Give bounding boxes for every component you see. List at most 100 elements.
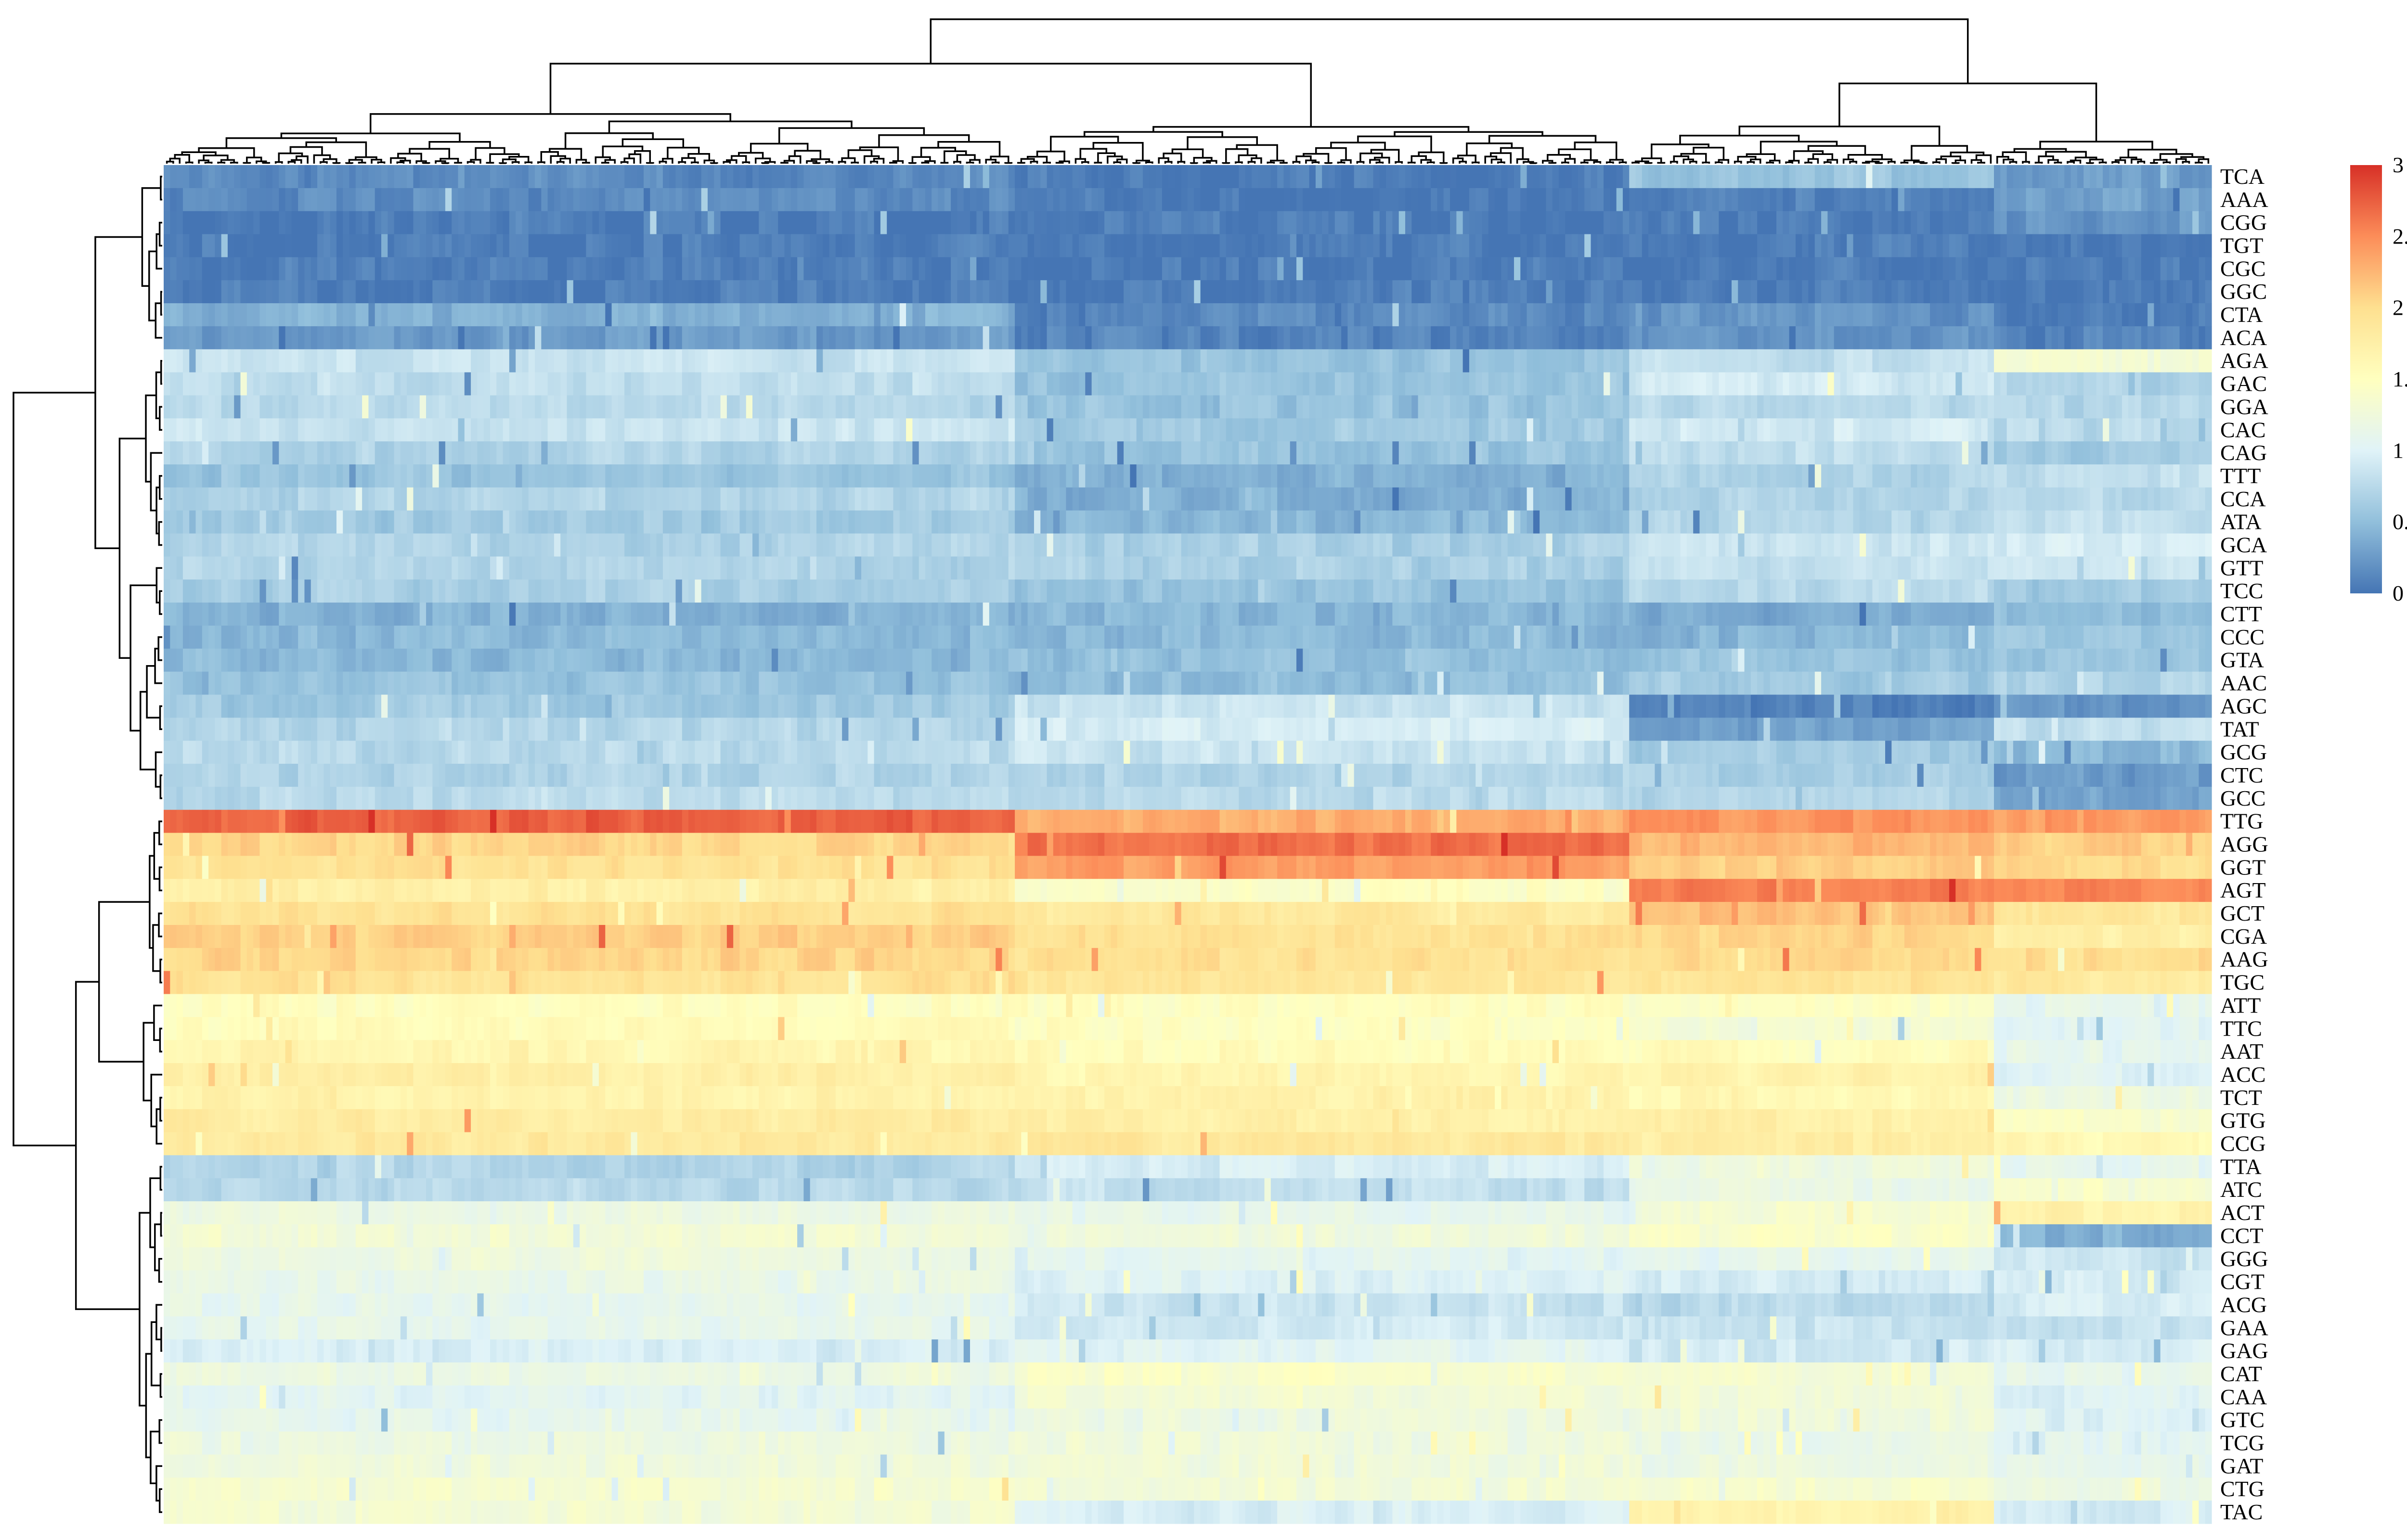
heatmap-cell bbox=[1878, 165, 1886, 189]
heatmap-cell bbox=[1482, 188, 1489, 212]
heatmap-cell bbox=[464, 165, 471, 189]
heatmap-cell bbox=[2000, 441, 2007, 465]
heatmap-cell bbox=[1546, 372, 1553, 396]
heatmap-cell bbox=[394, 280, 401, 304]
heatmap-cell bbox=[938, 372, 945, 396]
heatmap-cell bbox=[1431, 372, 1438, 396]
heatmap-cell bbox=[656, 372, 663, 396]
heatmap-cell bbox=[1251, 395, 1258, 419]
heatmap-cell bbox=[803, 165, 811, 189]
heatmap-cell bbox=[164, 280, 170, 304]
heatmap-cell bbox=[1469, 441, 1476, 465]
heatmap-cell bbox=[2179, 280, 2187, 304]
heatmap-cell bbox=[925, 326, 939, 350]
heatmap-cell bbox=[1418, 464, 1425, 488]
heatmap-cell bbox=[1731, 165, 1738, 189]
dendrogram-branch bbox=[1760, 141, 1838, 154]
heatmap-cell bbox=[1245, 188, 1284, 212]
heatmap-cell bbox=[1942, 487, 1950, 511]
heatmap-cell bbox=[246, 188, 260, 212]
heatmap-cell bbox=[1091, 418, 1099, 442]
heatmap-cell bbox=[720, 395, 727, 419]
heatmap-cell bbox=[2039, 418, 2045, 442]
heatmap-cell bbox=[2115, 326, 2122, 350]
heatmap-cell bbox=[1091, 372, 1099, 396]
heatmap-cell bbox=[2032, 326, 2045, 350]
heatmap-cell bbox=[605, 326, 612, 350]
heatmap-cell bbox=[1968, 418, 1975, 442]
heatmap-cell bbox=[2122, 441, 2129, 465]
heatmap-cell bbox=[2090, 165, 2097, 189]
heatmap-cell bbox=[253, 349, 260, 373]
heatmap-cell bbox=[1168, 441, 1176, 465]
heatmap-cell bbox=[2199, 487, 2206, 511]
heatmap-cell bbox=[2166, 395, 2174, 419]
heatmap-cell bbox=[919, 188, 926, 212]
heatmap-cell bbox=[695, 349, 702, 373]
heatmap-cell bbox=[1379, 372, 1386, 396]
heatmap-cell bbox=[2199, 326, 2206, 350]
heatmap-cell bbox=[272, 326, 279, 350]
heatmap-cell bbox=[176, 303, 183, 327]
heatmap-cell bbox=[1635, 303, 1643, 327]
heatmap-cell bbox=[2109, 464, 2116, 488]
heatmap-cell bbox=[1098, 188, 1105, 212]
heatmap-cell bbox=[1885, 441, 1892, 465]
heatmap-cell bbox=[611, 326, 619, 350]
heatmap-cell bbox=[765, 487, 772, 511]
heatmap-cell bbox=[1757, 487, 1764, 511]
heatmap-cell bbox=[714, 510, 721, 534]
heatmap-cell bbox=[1533, 303, 1540, 327]
heatmap-cell bbox=[605, 303, 612, 327]
heatmap-cell bbox=[1495, 349, 1514, 373]
heatmap-cell bbox=[944, 188, 951, 212]
heatmap-cell bbox=[1495, 303, 1501, 327]
heatmap-cell bbox=[1200, 441, 1207, 465]
heatmap-cell bbox=[2064, 303, 2071, 327]
heatmap-cell bbox=[714, 395, 721, 419]
heatmap-cell bbox=[707, 418, 714, 442]
heatmap-cell bbox=[1347, 418, 1355, 442]
heatmap-cell bbox=[1693, 464, 1700, 488]
heatmap-cell bbox=[1757, 418, 1764, 442]
heatmap-cell bbox=[1968, 303, 1975, 327]
heatmap-cell bbox=[1034, 510, 1041, 534]
heatmap-cell bbox=[1533, 487, 1540, 511]
heatmap-cell bbox=[1674, 257, 1681, 281]
heatmap-cell bbox=[1840, 303, 1847, 327]
heatmap-cell bbox=[272, 418, 279, 442]
heatmap-cell bbox=[1847, 349, 1854, 373]
heatmap-cell bbox=[912, 464, 919, 488]
heatmap-cell bbox=[547, 441, 555, 465]
heatmap-cell bbox=[983, 326, 990, 350]
heatmap-cell bbox=[1610, 280, 1617, 304]
heatmap-cell bbox=[1814, 349, 1822, 373]
heatmap-cell bbox=[1783, 326, 1790, 350]
heatmap-cell bbox=[1622, 441, 1630, 465]
heatmap-cell bbox=[1085, 326, 1092, 350]
heatmap-cell bbox=[944, 349, 951, 373]
dendrogram-branch bbox=[217, 162, 226, 164]
heatmap-cell bbox=[227, 464, 234, 488]
heatmap-cell bbox=[259, 326, 267, 350]
heatmap-cell bbox=[1066, 211, 1073, 235]
heatmap-cell bbox=[452, 510, 459, 534]
heatmap-cell bbox=[707, 395, 714, 419]
heatmap-cell bbox=[1386, 372, 1393, 396]
heatmap-cell bbox=[1213, 487, 1220, 511]
heatmap-cell bbox=[208, 487, 222, 511]
heatmap-cell bbox=[1629, 395, 1636, 419]
heatmap-cell bbox=[1072, 165, 1079, 189]
heatmap-cell bbox=[1968, 395, 1975, 419]
heatmap-cell bbox=[1373, 211, 1380, 235]
heatmap-cell bbox=[1795, 257, 1802, 281]
heatmap-cell bbox=[1232, 326, 1239, 350]
heatmap-cell bbox=[1930, 464, 1937, 488]
heatmap-cell bbox=[1328, 372, 1335, 396]
heatmap-cell bbox=[477, 234, 484, 257]
heatmap-cell bbox=[899, 234, 906, 257]
heatmap-cell bbox=[573, 165, 580, 189]
heatmap-cell bbox=[317, 441, 324, 465]
heatmap-cell bbox=[938, 188, 945, 212]
heatmap-cell bbox=[285, 257, 292, 281]
